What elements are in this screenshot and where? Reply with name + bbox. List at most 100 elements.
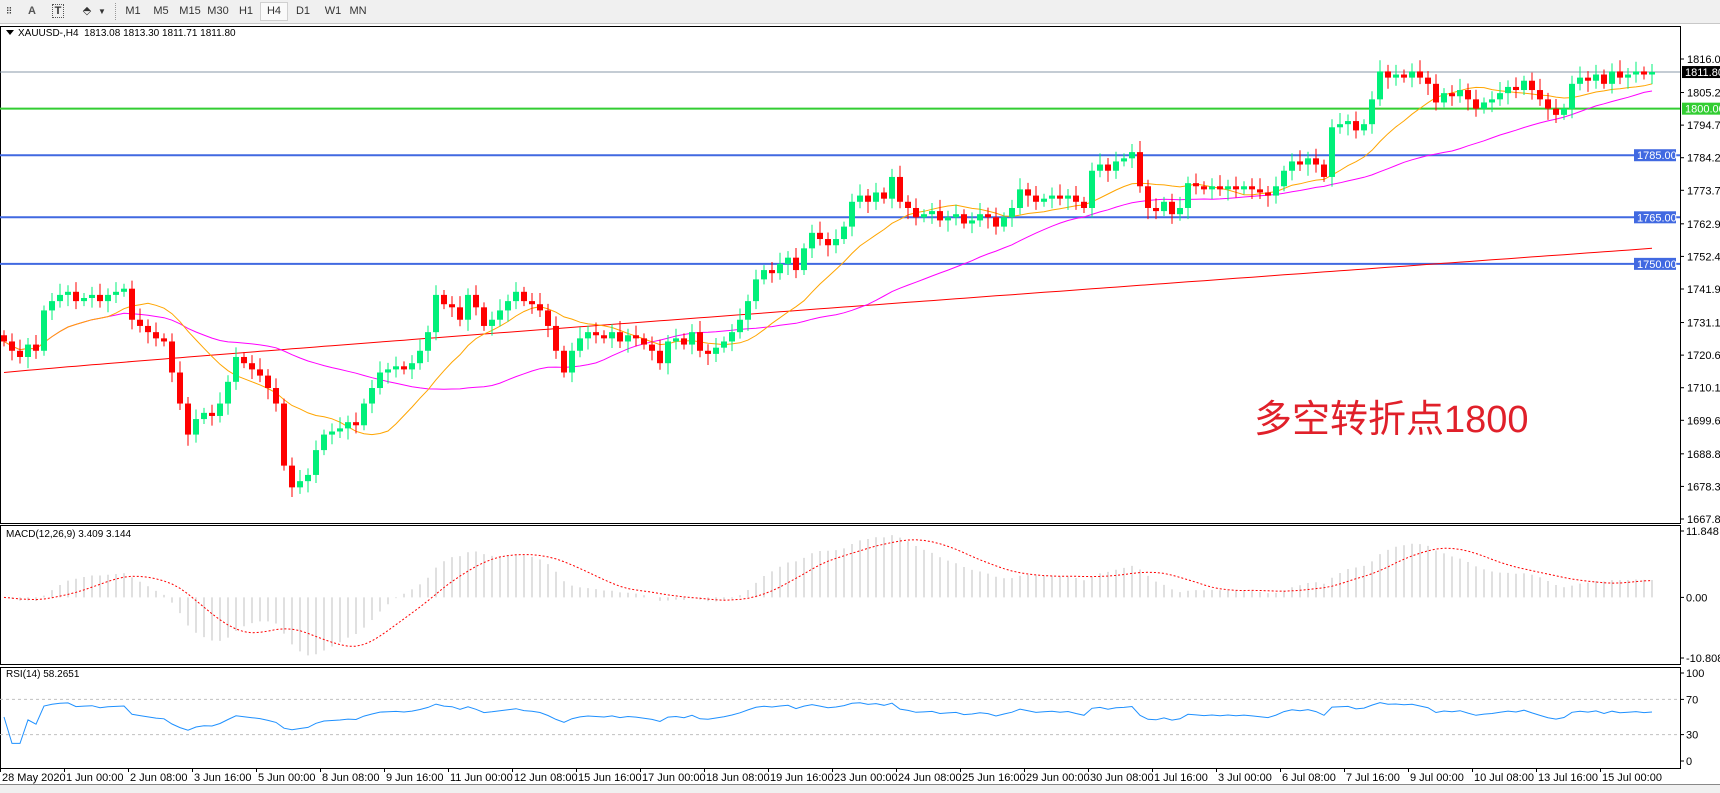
candle-body bbox=[489, 319, 495, 326]
candle-body bbox=[113, 291, 119, 295]
timeframe-h4-button[interactable]: H4 bbox=[260, 2, 288, 21]
candle-body bbox=[1513, 86, 1519, 91]
candle-body bbox=[601, 335, 607, 339]
candle-body bbox=[41, 310, 47, 351]
level-label-bg bbox=[1634, 257, 1676, 270]
candle bbox=[697, 320, 703, 358]
candle bbox=[321, 429, 327, 456]
time-tick-label: 9 Jul 00:00 bbox=[1410, 772, 1464, 784]
candle-body bbox=[249, 363, 255, 370]
candle bbox=[1465, 83, 1471, 111]
candle-body bbox=[625, 335, 631, 342]
candle-body bbox=[1649, 72, 1655, 75]
time-tick-label: 6 Jul 08:00 bbox=[1282, 772, 1336, 784]
candle bbox=[449, 296, 455, 317]
text-icon[interactable]: A bbox=[28, 5, 36, 17]
price-tick-label: 1773.70 bbox=[1687, 185, 1720, 197]
candle bbox=[721, 336, 727, 353]
text-label-icon[interactable]: T bbox=[50, 3, 66, 20]
candle-body bbox=[1033, 195, 1039, 202]
candle-body bbox=[25, 344, 31, 357]
candle bbox=[121, 283, 127, 297]
candle bbox=[1649, 63, 1655, 85]
candle-body bbox=[1393, 74, 1399, 78]
candle bbox=[377, 361, 383, 395]
candle bbox=[1337, 113, 1343, 134]
candle bbox=[137, 308, 143, 333]
candle bbox=[1193, 173, 1199, 195]
candle bbox=[505, 294, 511, 322]
candle-body bbox=[417, 350, 423, 364]
candle-body bbox=[297, 481, 303, 488]
candle-body bbox=[1321, 164, 1327, 177]
timeframe-m1-button[interactable]: M1 bbox=[125, 5, 141, 17]
candle bbox=[65, 285, 71, 307]
candle-body bbox=[1369, 99, 1375, 125]
time-tick-label: 15 Jul 00:00 bbox=[1602, 772, 1662, 784]
caret-down-icon[interactable] bbox=[6, 30, 14, 35]
rsi-tick-label: 70 bbox=[1686, 694, 1698, 706]
timeframe-m30-button[interactable]: M30 bbox=[207, 5, 229, 17]
candle bbox=[1041, 193, 1047, 207]
candle-body bbox=[425, 332, 431, 351]
candle-body bbox=[921, 214, 927, 218]
candle bbox=[217, 392, 223, 423]
ma-mid-line bbox=[3, 90, 1653, 390]
candle bbox=[361, 398, 367, 431]
candle bbox=[921, 209, 927, 223]
candle-body bbox=[641, 338, 647, 345]
candle bbox=[1129, 144, 1135, 168]
candle bbox=[1609, 63, 1615, 94]
candle bbox=[1121, 153, 1127, 167]
candle bbox=[1513, 77, 1519, 99]
timeframe-d1-button[interactable]: D1 bbox=[295, 5, 311, 17]
candle-body bbox=[953, 214, 959, 218]
candle-body bbox=[681, 338, 687, 345]
candle-body bbox=[633, 335, 639, 339]
candle-body bbox=[673, 338, 679, 342]
chevron-down-icon[interactable]: ▼ bbox=[98, 7, 106, 16]
candle bbox=[1489, 91, 1495, 113]
candle-body bbox=[89, 294, 95, 299]
candle bbox=[881, 187, 887, 204]
candle bbox=[849, 193, 855, 237]
timeframe-h1-button[interactable]: H1 bbox=[238, 5, 254, 17]
candle-body bbox=[913, 207, 919, 218]
chart-tabs-bar[interactable] bbox=[0, 784, 1720, 793]
candle bbox=[1617, 60, 1623, 85]
candle-body bbox=[1609, 71, 1615, 84]
candle-body bbox=[729, 332, 735, 342]
candle-body bbox=[689, 332, 695, 345]
candle-body bbox=[281, 403, 287, 466]
candle bbox=[745, 294, 751, 331]
candle-body bbox=[57, 294, 63, 302]
annotation-text: 多空转折点1800 bbox=[1254, 399, 1529, 441]
timeframe-m15-button[interactable]: M15 bbox=[179, 5, 201, 17]
candle-body bbox=[1473, 99, 1479, 109]
candle bbox=[1089, 162, 1095, 218]
candle bbox=[889, 168, 895, 209]
candle-body bbox=[585, 332, 591, 339]
timeframe-m5-button[interactable]: M5 bbox=[153, 5, 169, 17]
candle-body bbox=[121, 288, 127, 292]
candle bbox=[401, 361, 407, 375]
timeframe-w1-button[interactable]: W1 bbox=[324, 5, 342, 17]
candle bbox=[1441, 88, 1447, 108]
candle-body bbox=[1545, 99, 1551, 109]
timeframe-mn-button[interactable]: MN bbox=[349, 5, 367, 17]
candle bbox=[265, 369, 271, 400]
candle-body bbox=[17, 350, 23, 357]
candle bbox=[1625, 68, 1631, 89]
candle-body bbox=[817, 232, 823, 240]
candle-body bbox=[1241, 186, 1247, 190]
chart-header: XAUUSD-,H4 1813.08 1813.30 1811.71 1811.… bbox=[6, 28, 236, 39]
candle bbox=[1449, 85, 1455, 106]
candle-body bbox=[1017, 189, 1023, 208]
candle bbox=[641, 333, 647, 350]
candle bbox=[233, 347, 239, 390]
grid-icon[interactable]: ⠿ bbox=[5, 6, 13, 16]
candle bbox=[585, 325, 591, 350]
level-label: 1800.00 bbox=[1685, 104, 1720, 116]
arrows-icon[interactable]: ⬘ bbox=[82, 5, 92, 17]
